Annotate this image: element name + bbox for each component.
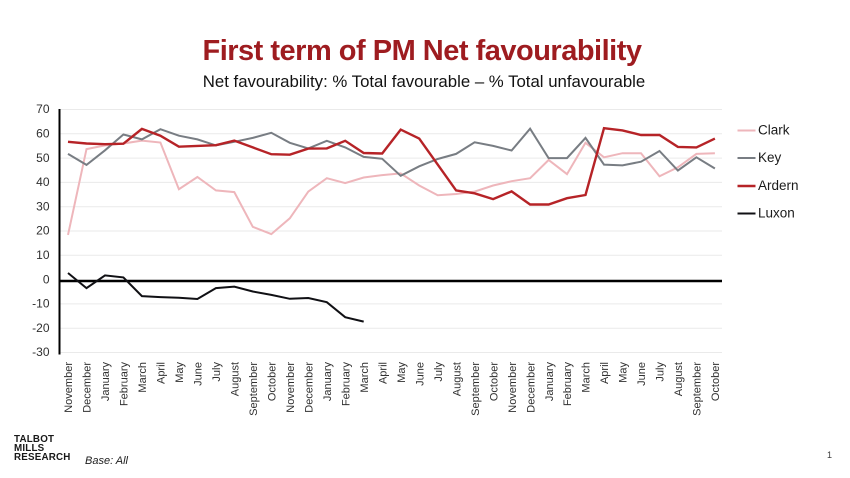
svg-text:-20: -20 [32,321,50,335]
svg-text:December: December [304,362,316,413]
svg-text:April: April [156,362,168,384]
svg-text:March: March [137,362,149,393]
svg-text:Ardern: Ardern [758,178,799,193]
svg-text:July: July [211,362,223,382]
svg-text:-10: -10 [32,297,50,311]
svg-text:Luxon: Luxon [758,206,795,221]
svg-text:January: January [322,362,334,402]
svg-text:Key: Key [758,150,782,165]
svg-text:September: September [470,362,482,416]
svg-text:April: April [377,362,389,384]
svg-text:October: October [488,362,500,401]
svg-text:September: September [692,362,704,416]
svg-text:30: 30 [36,199,50,213]
svg-text:-30: -30 [32,345,50,359]
svg-text:January: January [100,362,112,402]
svg-text:June: June [193,362,205,386]
svg-text:May: May [618,362,630,383]
svg-text:November: November [285,362,297,413]
svg-text:March: March [581,362,593,393]
svg-text:December: December [82,362,94,413]
svg-text:50: 50 [36,151,50,165]
svg-text:Clark: Clark [758,123,790,138]
svg-text:10: 10 [36,248,50,262]
svg-text:February: February [562,362,574,407]
svg-text:May: May [396,362,408,383]
svg-text:January: January [544,362,556,402]
svg-text:August: August [451,362,463,396]
svg-text:December: December [525,362,537,413]
svg-text:June: June [414,362,426,386]
svg-text:November: November [507,362,519,413]
svg-text:July: July [655,362,667,382]
svg-text:November: November [63,362,75,413]
svg-text:September: September [248,362,260,416]
svg-text:March: March [359,362,371,393]
svg-text:60: 60 [36,126,50,140]
svg-text:June: June [636,362,648,386]
svg-text:August: August [230,362,242,396]
svg-text:70: 70 [36,102,50,116]
svg-text:May: May [174,362,186,383]
svg-text:August: August [673,362,685,396]
svg-text:20: 20 [36,224,50,238]
svg-text:0: 0 [43,272,50,286]
svg-text:October: October [267,362,279,401]
svg-text:February: February [340,362,352,407]
svg-text:July: July [433,362,445,382]
svg-text:October: October [710,362,722,401]
svg-text:February: February [119,362,131,407]
svg-text:40: 40 [36,175,50,189]
svg-text:April: April [599,362,611,384]
